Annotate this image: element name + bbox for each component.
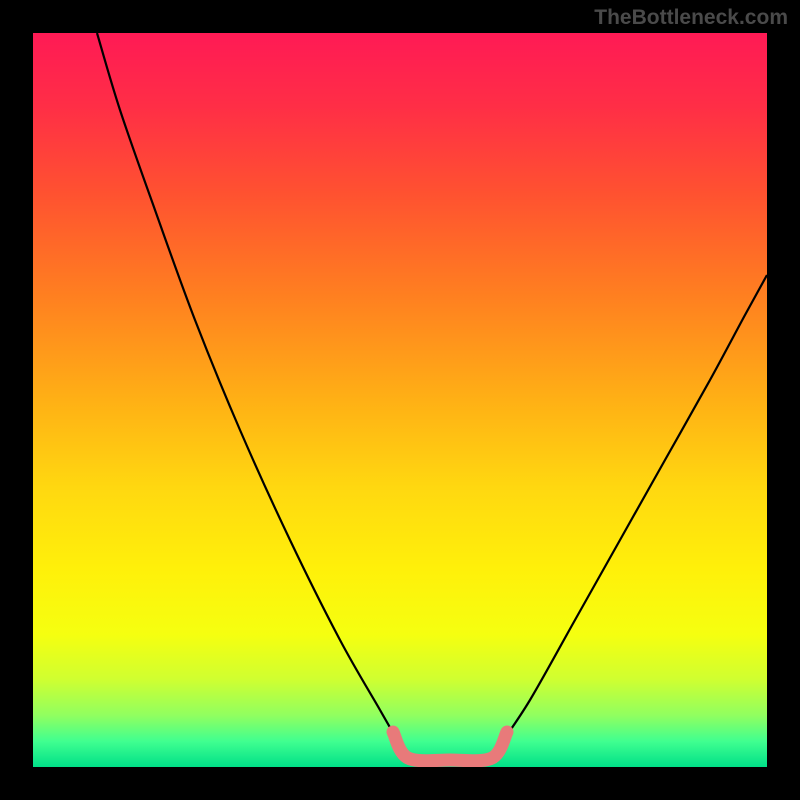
chart-svg (0, 0, 800, 800)
watermark-text: TheBottleneck.com (594, 6, 788, 30)
bottleneck-chart: TheBottleneck.com (0, 0, 800, 800)
gradient-fill (33, 33, 767, 767)
